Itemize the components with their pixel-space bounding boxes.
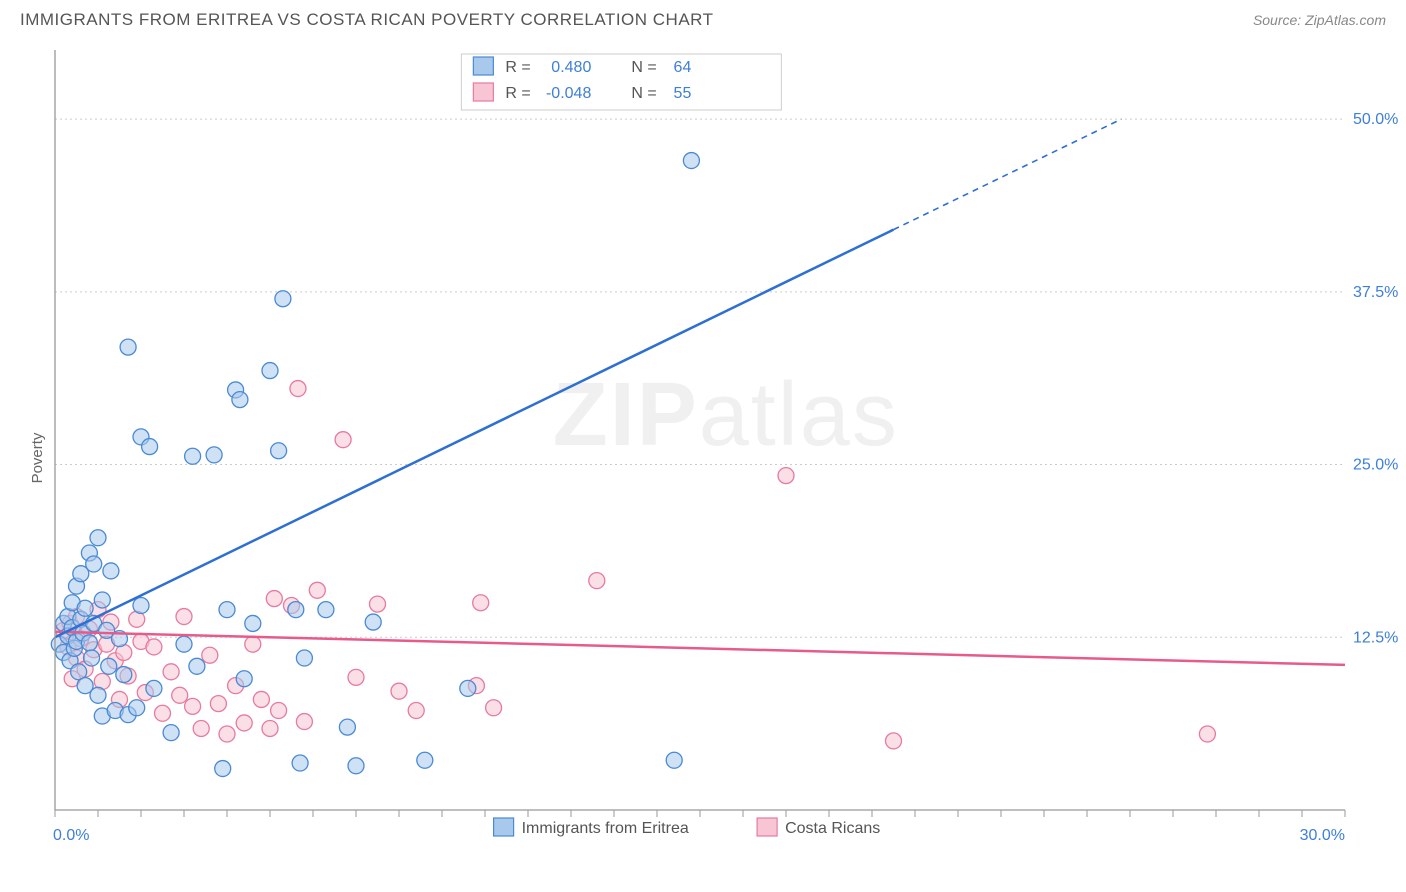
- point-eritrea: [129, 700, 145, 716]
- point-costa-rican: [370, 596, 386, 612]
- point-costa-rican: [202, 647, 218, 663]
- y-tick-label: 37.5%: [1353, 284, 1398, 301]
- point-eritrea: [103, 563, 119, 579]
- point-eritrea: [142, 439, 158, 455]
- x-max-label: 30.0%: [1300, 827, 1345, 844]
- legend-n-label: N =: [631, 59, 656, 76]
- point-costa-rican: [185, 698, 201, 714]
- point-eritrea: [348, 758, 364, 774]
- point-eritrea: [116, 667, 132, 683]
- point-costa-rican: [290, 381, 306, 397]
- point-eritrea: [339, 719, 355, 735]
- legend-swatch: [473, 83, 493, 101]
- point-eritrea: [90, 687, 106, 703]
- point-eritrea: [460, 680, 476, 696]
- point-eritrea: [77, 600, 93, 616]
- point-eritrea: [365, 614, 381, 630]
- point-costa-rican: [309, 582, 325, 598]
- legend-n-label: N =: [631, 85, 656, 102]
- point-eritrea: [271, 443, 287, 459]
- point-costa-rican: [245, 636, 261, 652]
- point-eritrea: [94, 592, 110, 608]
- point-costa-rican: [176, 609, 192, 625]
- legend-r-value: -0.048: [546, 85, 591, 102]
- point-costa-rican: [172, 687, 188, 703]
- point-eritrea: [90, 530, 106, 546]
- scatter-chart-svg: 12.5% 25.0% 37.5% 50.0% ZIPatlas 0.0% 30.0% R =…: [0, 38, 1406, 878]
- point-costa-rican: [391, 683, 407, 699]
- point-eritrea: [101, 658, 117, 674]
- point-costa-rican: [262, 720, 278, 736]
- point-eritrea: [176, 636, 192, 652]
- legend-n-value: 55: [674, 85, 692, 102]
- point-eritrea: [86, 556, 102, 572]
- point-costa-rican: [778, 468, 794, 484]
- point-eritrea: [185, 448, 201, 464]
- point-eritrea: [666, 752, 682, 768]
- point-eritrea: [146, 680, 162, 696]
- series-label: Immigrants from Eritrea: [522, 820, 689, 837]
- series-swatch: [494, 818, 514, 836]
- point-eritrea: [683, 153, 699, 169]
- point-eritrea: [133, 597, 149, 613]
- legend-n-value: 64: [674, 59, 692, 76]
- point-costa-rican: [253, 691, 269, 707]
- point-eritrea: [163, 725, 179, 741]
- trendline-eritrea-extrapolated: [894, 119, 1122, 230]
- point-eritrea: [288, 602, 304, 618]
- point-costa-rican: [335, 432, 351, 448]
- legend-r-label: R =: [505, 59, 530, 76]
- series-label: Costa Ricans: [785, 820, 880, 837]
- point-costa-rican: [1199, 726, 1215, 742]
- point-eritrea: [206, 447, 222, 463]
- point-costa-rican: [146, 639, 162, 655]
- point-costa-rican: [266, 591, 282, 607]
- point-eritrea: [84, 650, 100, 666]
- point-costa-rican: [271, 703, 287, 719]
- point-eritrea: [236, 671, 252, 687]
- point-costa-rican: [348, 669, 364, 685]
- point-costa-rican: [193, 720, 209, 736]
- point-costa-rican: [589, 573, 605, 589]
- chart-header: IMMIGRANTS FROM ERITREA VS COSTA RICAN P…: [0, 0, 1406, 38]
- watermark: ZIPatlas: [553, 365, 899, 465]
- point-costa-rican: [408, 703, 424, 719]
- y-tick-label: 50.0%: [1353, 111, 1398, 128]
- source-attribution: Source: ZipAtlas.com: [1253, 12, 1386, 28]
- y-tick-label: 12.5%: [1353, 629, 1398, 646]
- y-axis-label: Poverty: [29, 433, 46, 484]
- point-eritrea: [120, 339, 136, 355]
- point-eritrea: [275, 291, 291, 307]
- chart-area: Poverty 12.5% 25.0% 37.5% 50.0% ZIPatlas 0.0%…: [0, 38, 1406, 878]
- point-eritrea: [296, 650, 312, 666]
- point-costa-rican: [210, 696, 226, 712]
- legend-r-value: 0.480: [551, 59, 591, 76]
- point-eritrea: [262, 363, 278, 379]
- point-costa-rican: [486, 700, 502, 716]
- point-costa-rican: [296, 714, 312, 730]
- point-costa-rican: [219, 726, 235, 742]
- x-min-label: 0.0%: [53, 827, 89, 844]
- point-costa-rican: [236, 715, 252, 731]
- series-swatch: [757, 818, 777, 836]
- legend-swatch: [473, 57, 493, 75]
- point-costa-rican: [155, 705, 171, 721]
- y-tick-label: 25.0%: [1353, 457, 1398, 474]
- point-costa-rican: [163, 664, 179, 680]
- point-eritrea: [417, 752, 433, 768]
- legend-r-label: R =: [505, 85, 530, 102]
- point-eritrea: [189, 658, 205, 674]
- point-eritrea: [245, 615, 261, 631]
- chart-title: IMMIGRANTS FROM ERITREA VS COSTA RICAN P…: [20, 10, 714, 30]
- point-eritrea: [219, 602, 235, 618]
- point-eritrea: [232, 392, 248, 408]
- point-eritrea: [292, 755, 308, 771]
- point-eritrea: [81, 635, 97, 651]
- point-eritrea: [318, 602, 334, 618]
- point-eritrea: [215, 761, 231, 777]
- point-costa-rican: [886, 733, 902, 749]
- point-costa-rican: [473, 595, 489, 611]
